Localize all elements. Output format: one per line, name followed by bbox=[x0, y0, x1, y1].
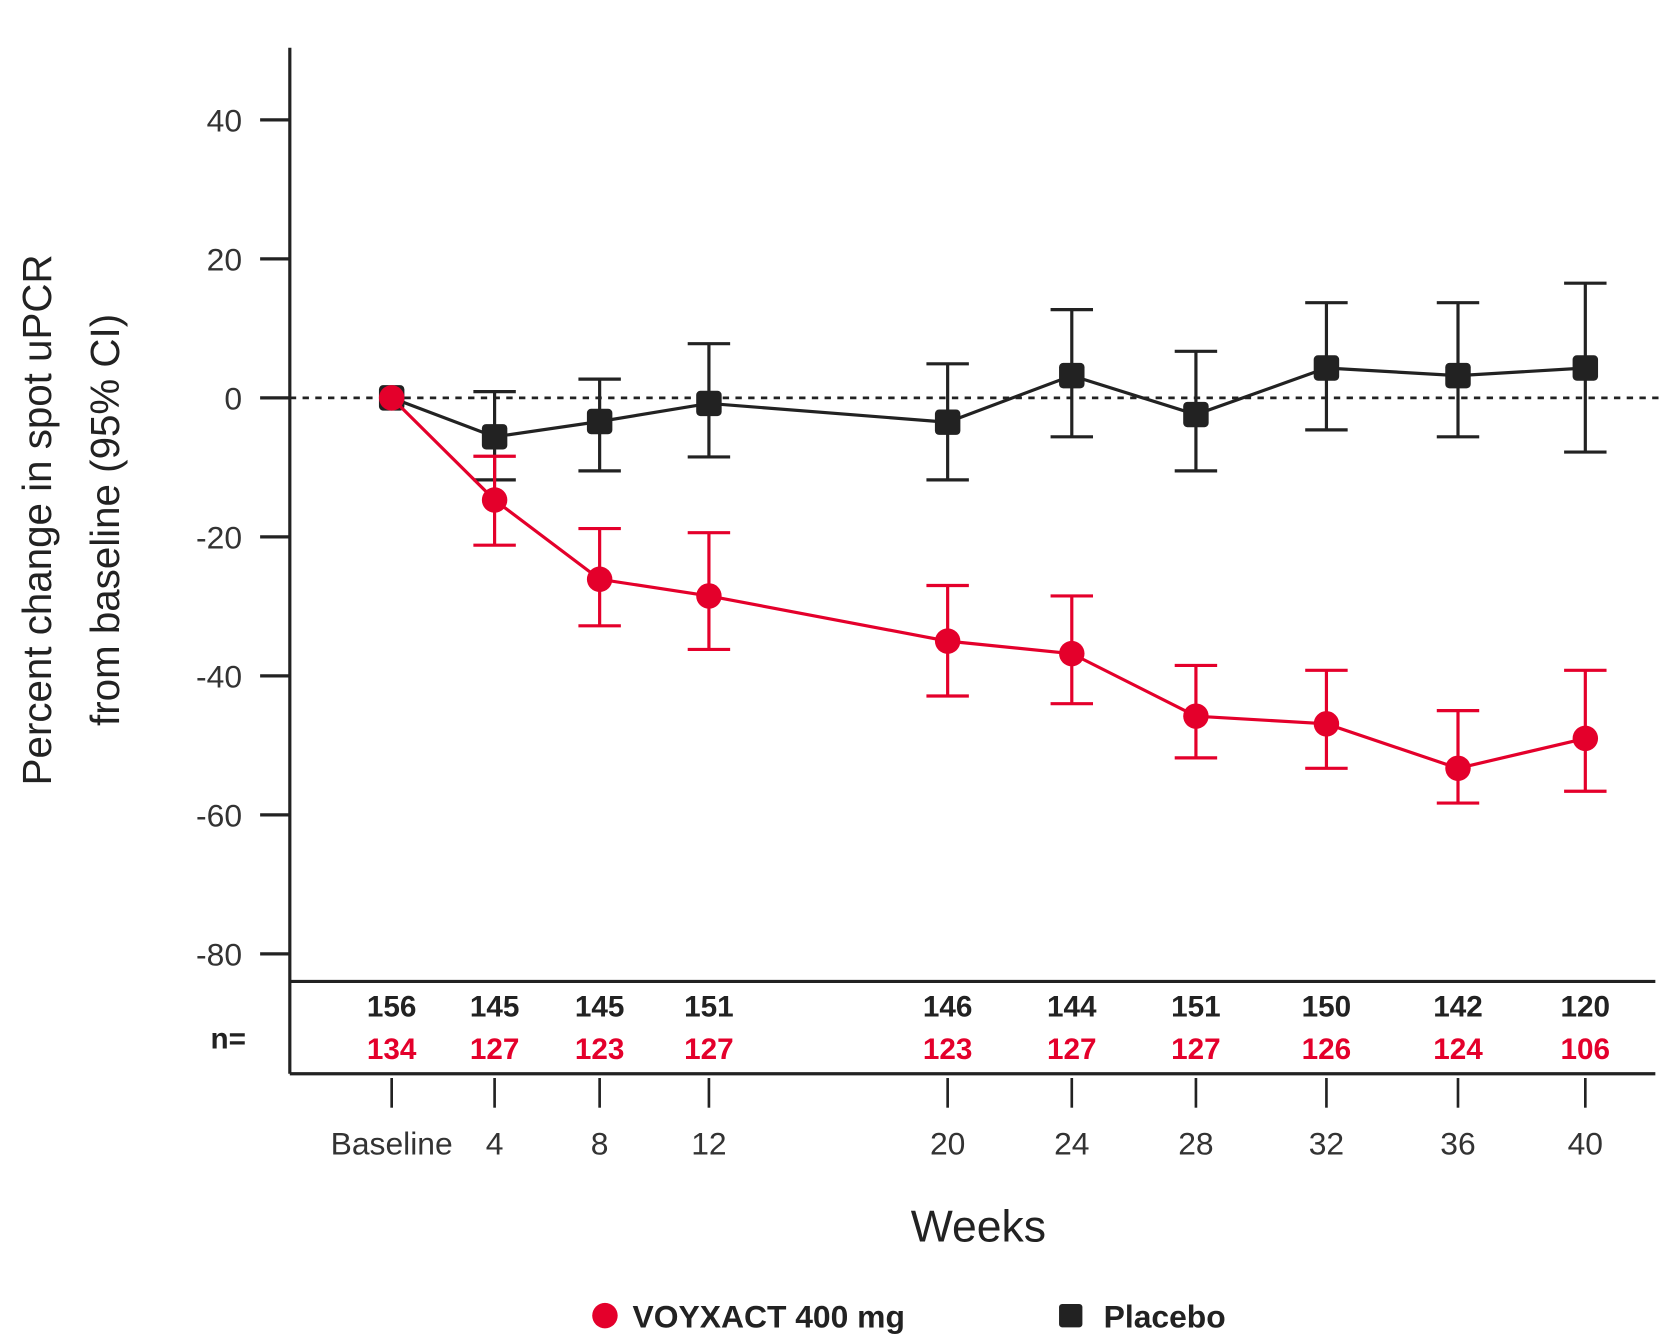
x-tick-label: 36 bbox=[1440, 1125, 1475, 1161]
voyxact-n-count: 127 bbox=[470, 1033, 520, 1066]
voyxact-n-count: 106 bbox=[1561, 1033, 1611, 1066]
placebo-line bbox=[391, 366, 1586, 439]
y-tick-label: 40 bbox=[207, 103, 242, 139]
voyxact-line bbox=[390, 396, 1586, 770]
placebo-point bbox=[696, 390, 722, 417]
placebo-n-count: 120 bbox=[1561, 990, 1611, 1023]
x-tick-label: 28 bbox=[1178, 1125, 1213, 1161]
y-tick-label: -20 bbox=[196, 520, 242, 556]
voyxact-n-count: 123 bbox=[575, 1033, 625, 1066]
series-voyxact: 134 127 123 127 123 127 127 126 124 106 bbox=[367, 385, 1610, 1066]
placebo-point bbox=[1183, 401, 1209, 428]
voyxact-point bbox=[1445, 755, 1471, 782]
voyxact-n-count: 124 bbox=[1433, 1033, 1483, 1066]
placebo-point bbox=[1313, 355, 1340, 381]
voyxact-n-count: 126 bbox=[1302, 1033, 1352, 1066]
y-axis-label-line1: Percent change in spot uPCR bbox=[15, 254, 60, 785]
x-tick-label: 40 bbox=[1568, 1125, 1603, 1161]
voyxact-n-count: 127 bbox=[1171, 1033, 1221, 1066]
x-axis-label: Weeks bbox=[911, 1202, 1046, 1251]
voyxact-point bbox=[481, 487, 508, 513]
n-label: n= bbox=[211, 1022, 246, 1055]
placebo-n-count: 156 bbox=[367, 990, 417, 1023]
legend-voyxact-label: VOYXACT 400 mg bbox=[633, 1298, 905, 1334]
legend: VOYXACT 400 mg Placebo bbox=[592, 1298, 1226, 1334]
y-tick-label: 0 bbox=[224, 381, 242, 417]
voyxact-point bbox=[1059, 640, 1085, 667]
placebo-point bbox=[586, 408, 613, 435]
x-tick-label: 8 bbox=[591, 1125, 609, 1161]
voyxact-point bbox=[696, 583, 722, 609]
placebo-n-count: 145 bbox=[470, 990, 520, 1023]
voyxact-point bbox=[1183, 703, 1209, 729]
y-tick-label: -40 bbox=[196, 659, 242, 695]
placebo-n-count: 142 bbox=[1433, 990, 1483, 1023]
placebo-n-count: 151 bbox=[1171, 990, 1221, 1023]
placebo-n-count: 144 bbox=[1047, 990, 1097, 1023]
placebo-point bbox=[1572, 355, 1599, 381]
y-tick-label: -60 bbox=[196, 798, 242, 834]
placebo-n-count: 150 bbox=[1302, 990, 1352, 1023]
x-tick-label: 4 bbox=[486, 1125, 504, 1161]
placebo-point bbox=[934, 409, 961, 435]
voyxact-point bbox=[1313, 711, 1340, 737]
axes: 40 20 0 -20 -40 -60 -80 Baseline 4 8 12 20 24 28 32 36 4… bbox=[196, 47, 1660, 1161]
placebo-point bbox=[1059, 362, 1085, 389]
voyxact-point bbox=[586, 566, 613, 592]
y-axis-label-line2: from baseline (95% CI) bbox=[83, 314, 128, 726]
placebo-n-count: 151 bbox=[684, 990, 734, 1023]
y-tick-label: 20 bbox=[207, 242, 242, 278]
x-tick-label: 20 bbox=[930, 1125, 965, 1161]
legend-placebo-marker bbox=[1059, 1303, 1083, 1328]
y-tick-label: -80 bbox=[196, 937, 242, 973]
voyxact-point bbox=[1572, 725, 1599, 752]
placebo-n-count: 145 bbox=[575, 990, 625, 1023]
voyxact-point bbox=[378, 385, 405, 411]
voyxact-point bbox=[934, 628, 961, 654]
legend-placebo-label: Placebo bbox=[1104, 1298, 1226, 1334]
series-placebo: 156 145 145 151 146 144 151 150 142 120 bbox=[367, 281, 1611, 1023]
placebo-n-count: 146 bbox=[923, 990, 973, 1023]
voyxact-n-count: 127 bbox=[1047, 1033, 1097, 1066]
placebo-point bbox=[1445, 362, 1471, 389]
x-tick-label: 32 bbox=[1309, 1125, 1344, 1161]
x-tick-label: 12 bbox=[691, 1125, 726, 1161]
legend-voyxact-marker bbox=[592, 1302, 618, 1329]
x-tick-label: Baseline bbox=[331, 1125, 453, 1161]
x-tick-label: 24 bbox=[1054, 1125, 1089, 1161]
placebo-point bbox=[481, 424, 508, 450]
voyxact-n-count: 134 bbox=[367, 1033, 417, 1066]
voyxact-n-count: 127 bbox=[684, 1033, 734, 1066]
voyxact-n-count: 123 bbox=[923, 1033, 973, 1066]
